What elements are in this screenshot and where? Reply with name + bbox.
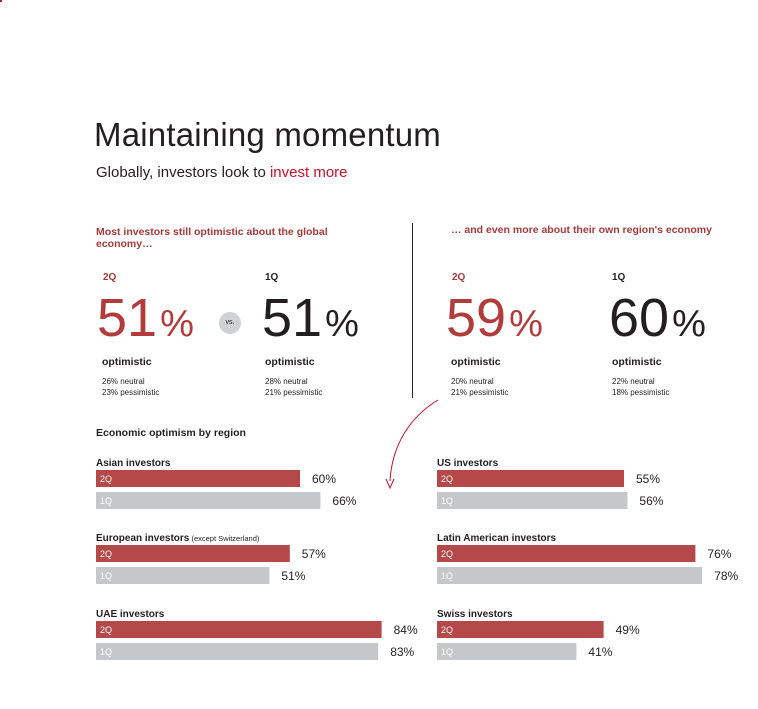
swiss-investors-series-label-2q: 2Q	[441, 625, 453, 635]
us-investors-value-1q: 56%	[639, 494, 663, 508]
asian-investors-series-label-2q: 2Q	[100, 474, 112, 484]
connector-arrow-icon	[385, 399, 439, 490]
asian-investors-value-2q: 60%	[312, 472, 336, 486]
latin-american-investors-series-label-1q: 1Q	[441, 571, 453, 581]
regional-previous-value: 60%	[609, 291, 706, 351]
global-previous-value: 51%	[262, 291, 359, 351]
global-previous-neutral: 28% neutral	[265, 377, 308, 386]
global-current-number: 51	[97, 288, 158, 348]
latin-american-investors-label: Latin American investors	[437, 533, 557, 544]
us-investors-label: US investors	[437, 458, 499, 469]
global-current-neutral: 26% neutral	[102, 377, 145, 386]
european-investors-series-label-1q: 1Q	[100, 571, 112, 581]
regional-current-optimistic-label: optimistic	[451, 356, 501, 368]
regional-current-neutral: 20% neutral	[451, 377, 494, 386]
page-title: Maintaining momentum	[94, 116, 441, 153]
european-investors-series-label-2q: 2Q	[100, 549, 112, 559]
asian-investors-bar-1q	[96, 492, 321, 509]
regional-current-quarter: 2Q	[452, 272, 466, 283]
uae-investors-series-label-2q: 2Q	[100, 625, 112, 635]
global-current-value: 51%	[97, 291, 194, 351]
connector-arrow-line	[389, 399, 439, 482]
regional-current-number: 59	[446, 288, 507, 348]
regional-previous-pessimistic: 18% pessimistic	[612, 388, 670, 397]
uae-investors-value-2q: 84%	[394, 623, 418, 637]
regional-current-pessimistic: 21% pessimistic	[451, 388, 509, 397]
asian-investors-value-1q: 66%	[332, 494, 356, 508]
regional-current-unit: %	[509, 303, 543, 345]
european-investors-label-note: (except Switzerland)	[189, 534, 260, 543]
uae-investors-bar-2q	[96, 621, 382, 638]
page-subtitle: Globally, investors look to invest more	[96, 164, 348, 181]
subtitle-highlight: invest more	[269, 164, 348, 181]
global-current-pessimistic: 23% pessimistic	[102, 388, 160, 397]
latin-american-investors-bar-2q	[437, 545, 696, 562]
european-investors-bar-1q	[96, 567, 270, 584]
european-investors-value-1q: 51%	[281, 569, 305, 583]
vs-badge: vs.	[219, 312, 241, 334]
global-current-unit: %	[160, 303, 194, 345]
swiss-investors-label: Swiss investors	[437, 609, 513, 620]
global-previous-quarter: 1Q	[265, 272, 279, 283]
regional-previous-neutral: 22% neutral	[612, 377, 655, 386]
european-investors-value-2q: 57%	[302, 547, 326, 561]
global-previous-optimistic-label: optimistic	[265, 356, 315, 368]
regional-bar-chart: Asian investors 2Q 60% 1Q 66% US investors 2Q 5…	[96, 458, 739, 660]
latin-american-investors-series-label-2q: 2Q	[441, 549, 453, 559]
uae-investors-bar-1q	[96, 643, 379, 660]
us-investors-value-2q: 55%	[636, 472, 660, 486]
regional-previous-quarter: 1Q	[612, 272, 626, 283]
global-previous-unit: %	[325, 303, 359, 345]
global-current-optimistic-label: optimistic	[102, 356, 152, 368]
asian-investors-series-label-1q: 1Q	[100, 496, 112, 506]
chart-title: Economic optimism by region	[96, 427, 246, 439]
latin-american-investors-bar-1q	[437, 567, 703, 584]
global-previous-number: 51	[262, 288, 323, 348]
swiss-investors-value-1q: 41%	[588, 645, 612, 659]
regional-previous-unit: %	[672, 303, 706, 345]
regional-economy-heading: … and even more about their own region's…	[451, 224, 712, 236]
asian-investors-label: Asian investors	[96, 458, 171, 469]
corner-mark	[0, 0, 2, 2]
uae-investors-series-label-1q: 1Q	[100, 647, 112, 657]
uae-investors-value-1q: 83%	[390, 645, 414, 659]
latin-american-investors-value-1q: 78%	[714, 569, 738, 583]
swiss-investors-bar-2q	[437, 621, 604, 638]
global-economy-heading: Most investors still optimistic about th…	[96, 226, 328, 250]
european-investors-bar-2q	[96, 545, 290, 562]
regional-previous-optimistic-label: optimistic	[612, 356, 662, 368]
latin-american-investors-value-2q: 76%	[707, 547, 731, 561]
connector-arrow-head	[385, 478, 395, 490]
global-current-quarter: 2Q	[103, 272, 117, 283]
uae-investors-label: UAE investors	[96, 609, 165, 620]
regional-previous-number: 60	[609, 288, 670, 348]
us-investors-bar-2q	[437, 470, 624, 487]
swiss-investors-series-label-1q: 1Q	[441, 647, 453, 657]
us-investors-bar-1q	[437, 492, 628, 509]
global-previous-pessimistic: 21% pessimistic	[265, 388, 323, 397]
swiss-investors-value-2q: 49%	[616, 623, 640, 637]
european-investors-label: European investors (except Switzerland)	[96, 533, 260, 544]
panel-divider	[412, 223, 413, 398]
subtitle-text: Globally, investors look to	[96, 164, 270, 181]
asian-investors-bar-2q	[96, 470, 300, 487]
us-investors-series-label-2q: 2Q	[441, 474, 453, 484]
swiss-investors-bar-1q	[437, 643, 577, 660]
us-investors-series-label-1q: 1Q	[441, 496, 453, 506]
regional-current-value: 59%	[446, 291, 543, 351]
